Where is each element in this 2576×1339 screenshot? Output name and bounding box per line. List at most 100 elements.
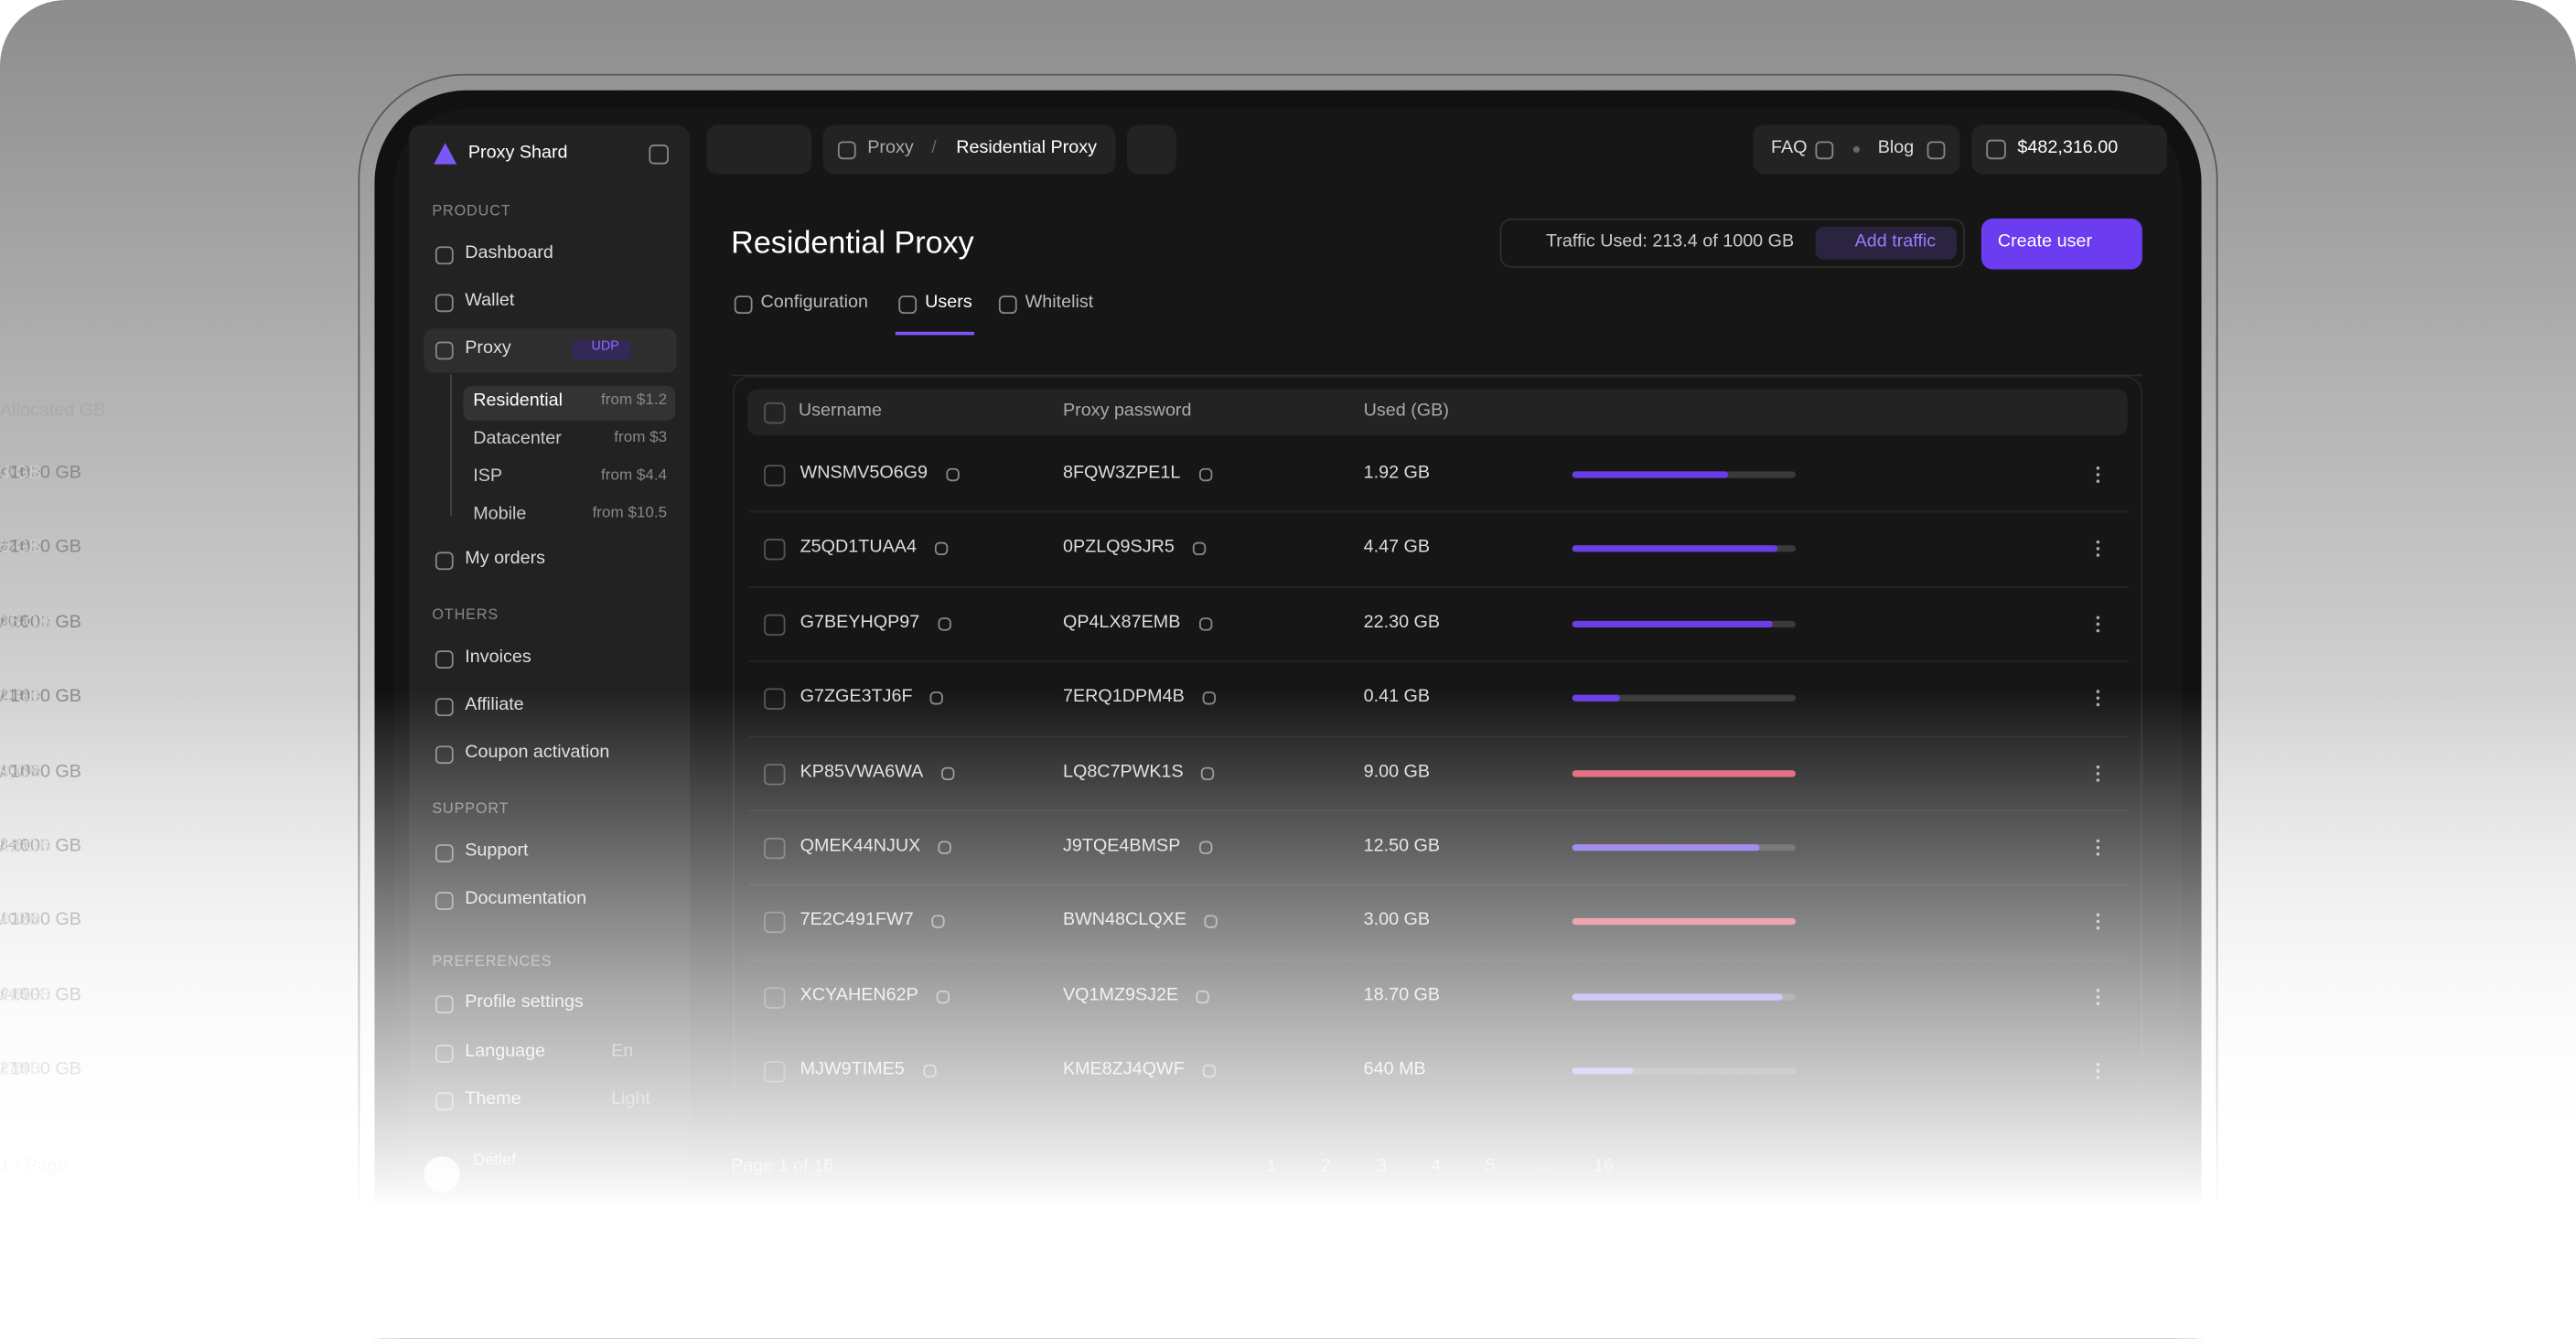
breadcrumb[interactable]: Proxy: [867, 137, 914, 158]
checkbox[interactable]: [764, 465, 786, 487]
tab[interactable]: Users: [925, 292, 972, 313]
active-subitem: [463, 386, 676, 421]
sub-line: [450, 374, 452, 516]
brand: Proxy Shard: [467, 143, 568, 163]
used: 4.47 GB: [1363, 537, 1431, 558]
icon: [946, 467, 960, 482]
badge: UDP: [591, 337, 619, 354]
row-divider: [748, 585, 2130, 588]
checkbox[interactable]: [764, 614, 786, 636]
traffic-used: Traffic Used: 213.4 of 1000 GB: [1545, 231, 1795, 252]
menu-dot: [2096, 466, 2100, 470]
table-header: [747, 389, 2128, 435]
sub-price: from $4.4: [601, 466, 668, 485]
icon: [1986, 139, 2006, 160]
menu-dot: [2096, 553, 2100, 558]
add-traffic-button[interactable]: [1815, 226, 1957, 260]
row-divider: [748, 511, 2130, 514]
limit: / 1000 GB: [0, 612, 81, 633]
active-item: [424, 328, 677, 373]
sub-item[interactable]: Mobile: [473, 504, 527, 524]
nav-buttons[interactable]: [706, 124, 812, 175]
row-divider: [748, 660, 2130, 663]
icon: [435, 245, 454, 264]
fade-overlay: [0, 690, 2576, 1339]
logo: [434, 143, 457, 165]
sub-price: from $3: [614, 428, 668, 447]
breadcrumb: Residential Proxy: [956, 137, 1097, 158]
menu-dot: [2096, 616, 2100, 619]
menu-dot: [2096, 547, 2100, 552]
section-title: PRODUCT: [432, 201, 511, 219]
icon: [1815, 140, 1834, 159]
icon: [1199, 467, 1213, 482]
sub-item[interactable]: ISP: [473, 466, 503, 487]
icon: [734, 295, 753, 314]
sub-price: from $1.2: [601, 391, 668, 410]
password: 0PZLQ9SJR5: [1062, 537, 1175, 558]
password: QP4LX87EMB: [1062, 612, 1181, 633]
percent-label: 70%: [0, 463, 30, 480]
limit: / 1000 GB: [0, 537, 81, 558]
page-title: Residential Proxy: [731, 226, 974, 262]
dot: [1852, 145, 1860, 154]
icon: [649, 145, 669, 165]
sub-price: from $10.5: [592, 504, 668, 523]
column-header: Used (GB): [1363, 401, 1449, 421]
breadcrumb-sep: /: [931, 137, 937, 158]
breadcrumb-box: [822, 124, 1116, 175]
section-title: OTHERS: [432, 605, 499, 623]
top-link[interactable]: FAQ: [1771, 137, 1808, 158]
icon: [435, 293, 454, 312]
used: 1.92 GB: [1363, 463, 1431, 484]
sub-item[interactable]: Datacenter: [473, 428, 562, 449]
icon: [998, 295, 1017, 314]
nav-item[interactable]: Dashboard: [465, 242, 553, 263]
column-header: Username: [798, 401, 882, 421]
icon: [934, 542, 949, 556]
traffic-box: [1499, 218, 1965, 268]
password: 8FQW3ZPE1L: [1062, 463, 1181, 484]
used: 22.30 GB: [1363, 612, 1441, 633]
create-user[interactable]: Create user: [1997, 231, 2093, 252]
divider: [731, 374, 2142, 377]
create-user-button[interactable]: [1980, 218, 2142, 270]
progress-fill: [1572, 545, 1778, 553]
progress-fill: [1572, 471, 1729, 478]
icon: [435, 340, 454, 359]
nav-item[interactable]: Invoices: [465, 647, 531, 668]
username: G7BEYHQP97: [800, 612, 920, 633]
nav-item[interactable]: My orders: [465, 548, 546, 569]
username: WNSMV5O6G9: [800, 463, 928, 484]
percent-label: 92%: [0, 537, 30, 554]
tab[interactable]: Whitelist: [1025, 292, 1094, 313]
balance-box[interactable]: [1971, 124, 2167, 175]
checkbox[interactable]: [764, 539, 786, 562]
icon: [837, 140, 856, 159]
icon: [1199, 616, 1213, 631]
menu-dot: [2096, 479, 2100, 484]
add-traffic[interactable]: Add traffic: [1854, 231, 1937, 252]
menu-dot: [2096, 473, 2100, 477]
column-header: Allocated GB: [0, 401, 106, 421]
tab-underline: [895, 331, 974, 336]
limit: / 1000 GB: [0, 463, 81, 484]
sub-item[interactable]: Residential: [473, 391, 563, 411]
icon: [1927, 140, 1946, 159]
icon: [1192, 542, 1207, 556]
search-button[interactable]: [1127, 124, 1176, 175]
nav-item[interactable]: Wallet: [465, 290, 515, 311]
top-link[interactable]: Blog: [1877, 137, 1915, 158]
username: Z5QD1TUAA4: [800, 537, 917, 558]
progress-fill: [1572, 620, 1774, 627]
column-header: Proxy password: [1062, 401, 1192, 421]
icon: [938, 616, 951, 631]
nav-item[interactable]: Proxy: [465, 337, 511, 359]
icon: [898, 295, 918, 314]
percent-label: 90%: [0, 612, 30, 629]
menu-dot: [2096, 622, 2100, 626]
balance: $482,316.00: [2017, 137, 2119, 158]
tab[interactable]: Configuration: [760, 292, 869, 313]
